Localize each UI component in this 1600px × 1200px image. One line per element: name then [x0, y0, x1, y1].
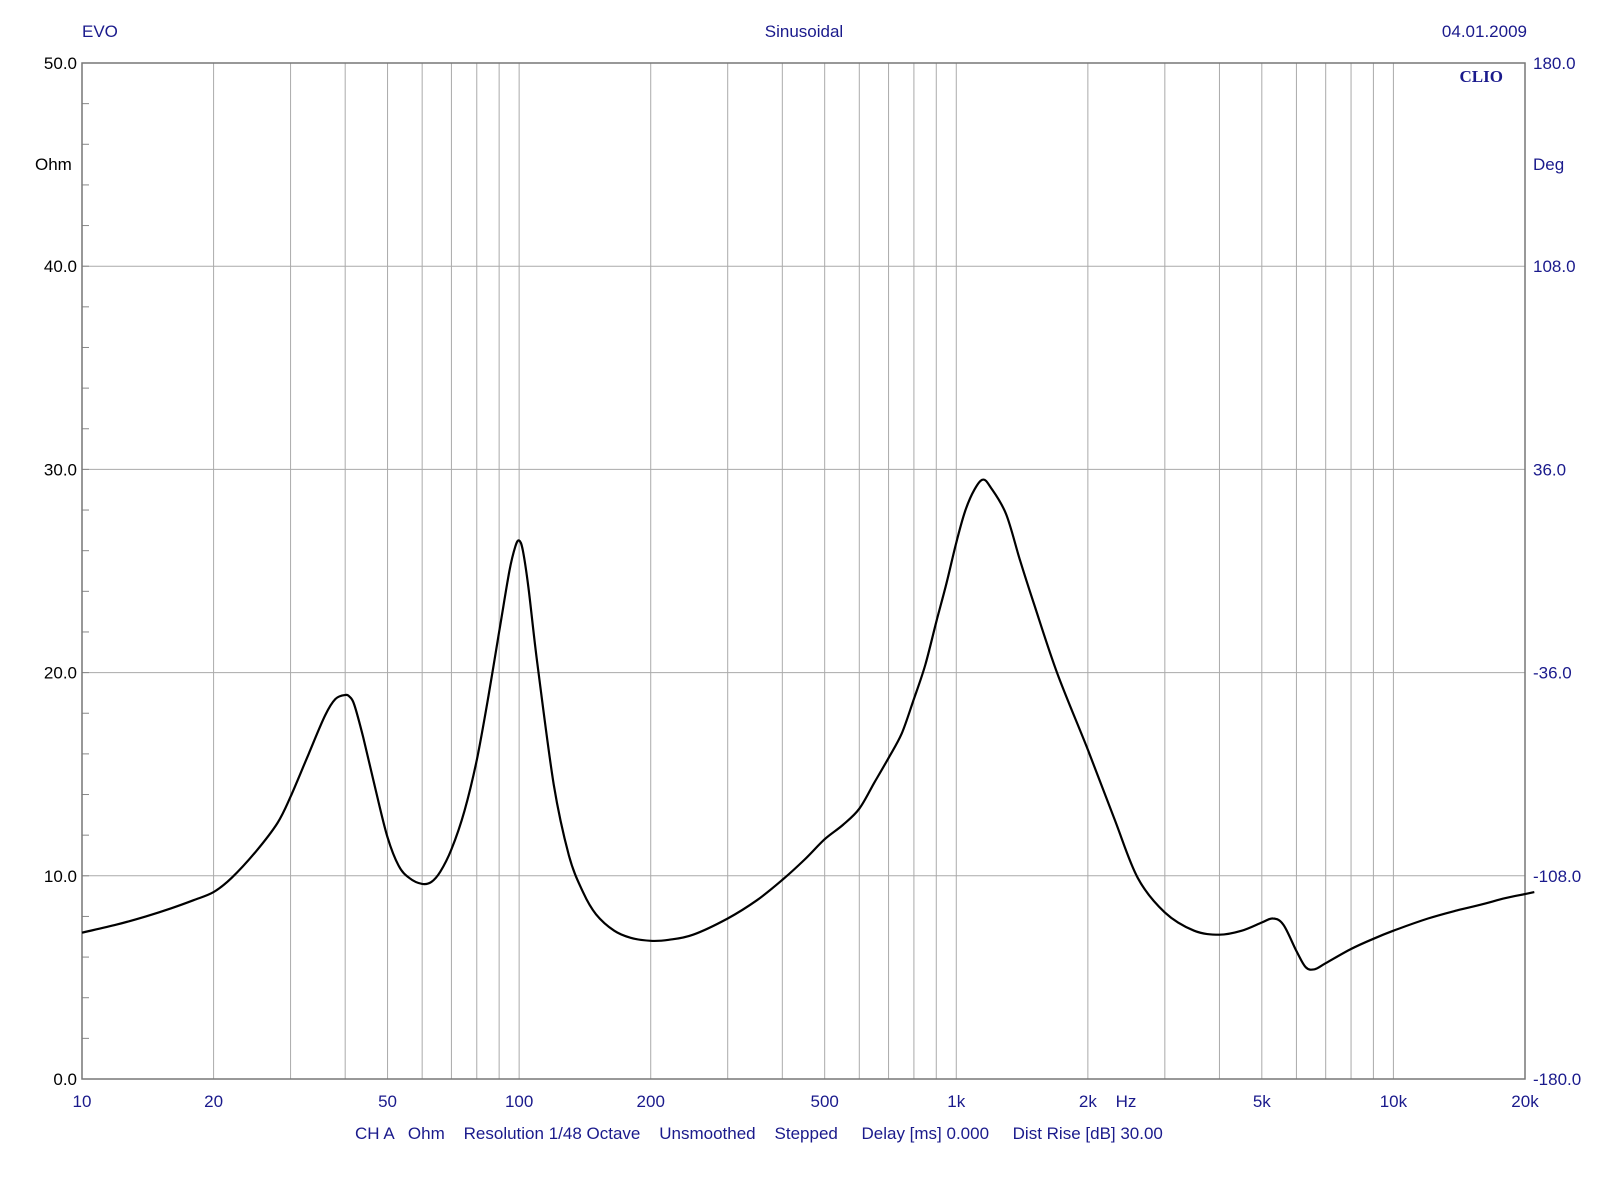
footer-settings: CH A Ohm Resolution 1/48 Octave Unsmooth…	[355, 1124, 1163, 1143]
grid-minor	[81, 63, 1526, 1079]
x-tick-label: 50	[378, 1092, 397, 1111]
y-tick-labels: 0.0 10.0 20.0 30.0 40.0 50.0	[44, 54, 77, 1089]
x-tick-label: 10k	[1380, 1092, 1408, 1111]
y2-tick-label: -180.0	[1533, 1070, 1581, 1089]
chart-title: Sinusoidal	[765, 22, 843, 41]
y-axis-label: Ohm	[35, 155, 72, 174]
impedance-curve	[81, 478, 1535, 971]
y-tick-label: 30.0	[44, 460, 77, 479]
x-axis-label: Hz	[1116, 1092, 1137, 1111]
x-tick-label: 2k	[1079, 1092, 1097, 1111]
grid-major	[82, 62, 1525, 1080]
y2-tick-labels: -180.0 -108.0 -36.0 36.0 108.0 180.0	[1533, 54, 1581, 1089]
header-left-label: EVO	[82, 22, 118, 41]
plot-frame	[81, 62, 1526, 1080]
x-tick-label: 10	[73, 1092, 92, 1111]
x-tick-label: 500	[810, 1092, 838, 1111]
x-tick-label: 20	[204, 1092, 223, 1111]
x-tick-label: 5k	[1253, 1092, 1271, 1111]
y2-tick-label: 36.0	[1533, 460, 1566, 479]
y-tick-label: 20.0	[44, 664, 77, 683]
x-tick-labels: 10 20 50 100 200 500 1k 2k 5k 10k 20k	[73, 1092, 1540, 1111]
x-tick-label: 1k	[947, 1092, 965, 1111]
y2-tick-label: 108.0	[1533, 257, 1576, 276]
x-tick-label: 20k	[1511, 1092, 1539, 1111]
clio-logo: CLIO	[1460, 67, 1503, 86]
y-tick-label: 0.0	[53, 1070, 77, 1089]
y-tick-label: 10.0	[44, 867, 77, 886]
left-axis-minor-ticks	[82, 62, 89, 1080]
y2-tick-label: -36.0	[1533, 664, 1572, 683]
y-tick-label: 40.0	[44, 257, 77, 276]
y2-axis-label: Deg	[1533, 155, 1564, 174]
x-tick-label: 100	[505, 1092, 533, 1111]
y2-tick-label: -108.0	[1533, 867, 1581, 886]
x-tick-label: 200	[637, 1092, 665, 1111]
y2-tick-label: 180.0	[1533, 54, 1576, 73]
y-tick-label: 50.0	[44, 54, 77, 73]
header-date: 04.01.2009	[1442, 22, 1527, 41]
